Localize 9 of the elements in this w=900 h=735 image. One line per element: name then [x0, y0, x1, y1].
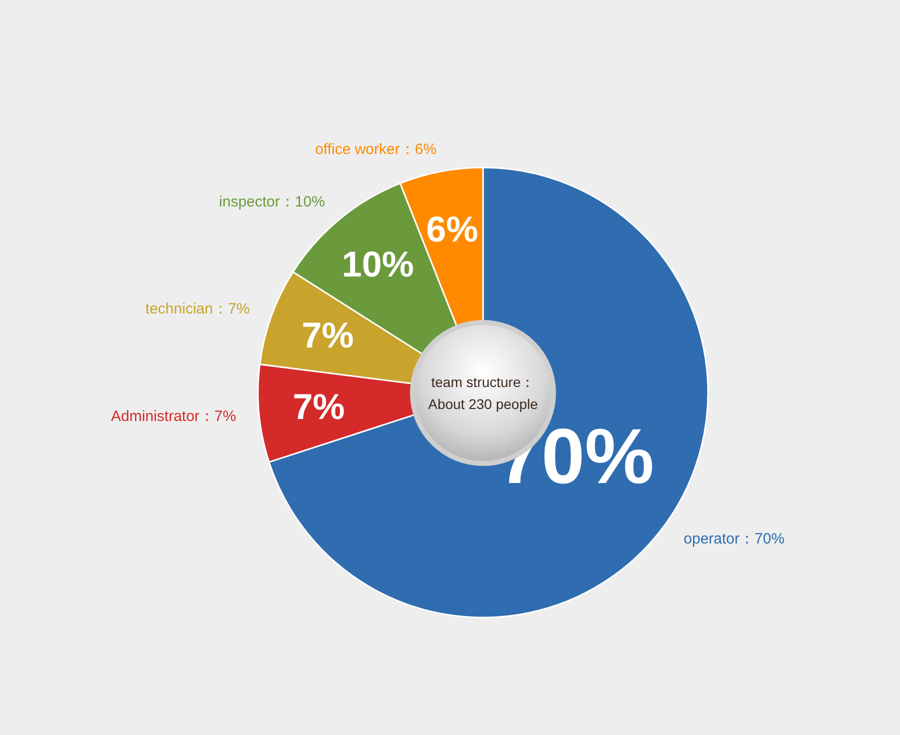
data-label: 10%: [342, 243, 414, 284]
slice-label: operator：70%: [684, 530, 785, 548]
slice-label: office worker：6%: [315, 140, 437, 158]
slice-label: inspector：10%: [219, 193, 325, 210]
slice-label: technician：7%: [145, 300, 250, 318]
slice-label: Administrator：7%: [111, 408, 236, 425]
data-label: 7%: [302, 314, 354, 356]
data-label: 6%: [426, 208, 478, 250]
data-label: 7%: [292, 386, 345, 428]
